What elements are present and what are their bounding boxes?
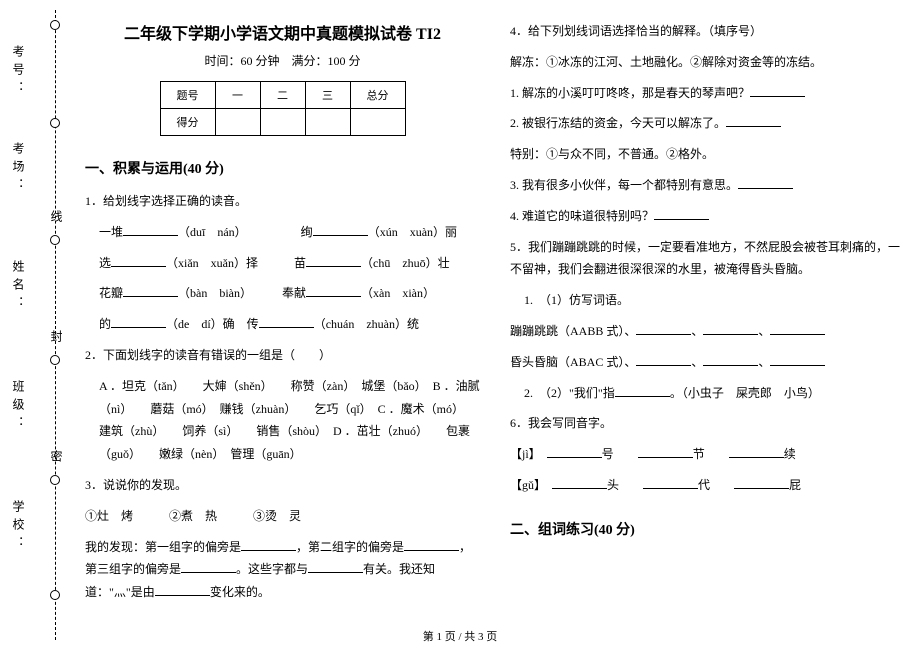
q4-4: 4. 难道它的味道很特别吗？ [510, 205, 905, 228]
seal-xian: 线 [48, 210, 65, 222]
td [260, 109, 305, 136]
seal-feng: 封 [48, 330, 65, 342]
label-class: 班级： [10, 380, 27, 434]
td [215, 109, 260, 136]
q5-1b: 昏头昏脑（ABAC 式）、、、 [510, 351, 905, 374]
q1-body3: 花瓣（bàn biàn） 奉献（xàn xiàn） [85, 282, 480, 305]
q5-1: 1. （1）仿写词语。 [510, 289, 905, 312]
q3-list: ①灶 烤 ②煮 热 ③烫 灵 [85, 505, 480, 528]
page-footer: 第 1 页 / 共 3 页 [0, 628, 920, 644]
q4b: 特别：①与众不同，不普通。②格外。 [510, 143, 905, 166]
ring-icon [50, 235, 60, 245]
q6-2: 【gǔ】 头 代 屁 [510, 474, 905, 497]
q2: 2．下面划线字的读音有错误的一组是（ ） [85, 344, 480, 367]
q4a: 解冻：①冰冻的江河、土地融化。②解除对资金等的冻结。 [510, 51, 905, 74]
seal-mi: 密 [48, 450, 65, 462]
q6-1: 【jì】 号 节 续 [510, 443, 905, 466]
section-1-title: 一、积累与运用(40 分) [85, 158, 480, 178]
ring-icon [50, 20, 60, 30]
q5-1a: 蹦蹦跳跳（AABB 式）、、、 [510, 320, 905, 343]
th: 三 [305, 82, 350, 109]
label-name: 姓名： [10, 260, 27, 314]
ring-icon [50, 355, 60, 365]
label-room: 考场： [10, 142, 27, 196]
th: 二 [260, 82, 305, 109]
page-subtitle: 时间：60 分钟 满分：100 分 [85, 52, 480, 69]
q1-body: 一堆（duī nán） 绚（xún xuàn）丽 [85, 221, 480, 244]
q4-3: 3. 我有很多小伙伴，每一个都特别有意思。 [510, 174, 905, 197]
td: 得分 [160, 109, 215, 136]
th: 题号 [160, 82, 215, 109]
q2-opts: A ．坦克（tǎn） 大婶（shěn） 称赞（zàn） 城堡（bǎo） B ．油… [85, 375, 480, 466]
q4-2: 2. 被银行冻结的资金，今天可以解冻了。 [510, 112, 905, 135]
score-table: 题号 一 二 三 总分 得分 [160, 81, 406, 136]
binding-sidebar: 考号： 考场： 线 姓名： 封 班级： 密 学校： [0, 0, 75, 650]
q5-2: 2. （2）"我们"指。（小虫子 屎壳郎 小鸟） [510, 382, 905, 405]
q4-1: 1. 解冻的小溪叮叮咚咚，那是春天的琴声吧？ [510, 82, 905, 105]
q1-body2: 选（xiǎn xuǎn）择 苗（chū zhuō）壮 [85, 252, 480, 275]
page-title: 二年级下学期小学语文期中真题模拟试卷 TI2 [85, 20, 480, 44]
td [350, 109, 405, 136]
page-content: 二年级下学期小学语文期中真题模拟试卷 TI2 时间：60 分钟 满分：100 分… [85, 20, 905, 625]
q4: 4．给下列划线词语选择恰当的解释。（填序号） [510, 20, 905, 43]
q5: 5．我们蹦蹦跳跳的时候，一定要看准地方，不然屁股会被苍耳刺痛的，一不留神，我们会… [510, 236, 905, 282]
label-school: 学校： [10, 500, 27, 554]
q1: 1．给划线字选择正确的读音。 [85, 190, 480, 213]
label-examno: 考号： [10, 45, 27, 99]
ring-icon [50, 590, 60, 600]
ring-icon [50, 475, 60, 485]
q3-txt: 我的发现：第一组字的偏旁是，第二组字的偏旁是，第三组字的偏旁是。这些字都与有关。… [85, 536, 480, 604]
dash-line [55, 10, 56, 640]
q3: 3．说说你的发现。 [85, 474, 480, 497]
q1-body4: 的（de dí）确 传（chuán zhuàn）统 [85, 313, 480, 336]
q6: 6．我会写同音字。 [510, 412, 905, 435]
section-2-title: 二、组词练习(40 分) [510, 519, 905, 539]
td [305, 109, 350, 136]
th: 总分 [350, 82, 405, 109]
th: 一 [215, 82, 260, 109]
ring-icon [50, 118, 60, 128]
